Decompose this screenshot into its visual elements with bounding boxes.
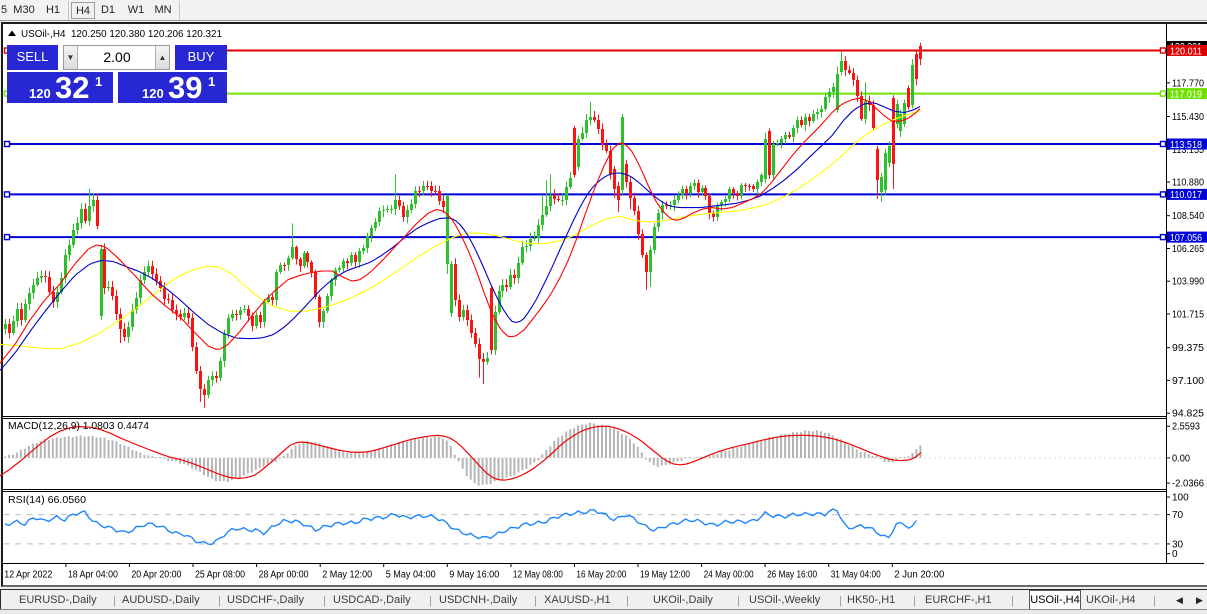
svg-text:110.880: 110.880 (1172, 178, 1204, 189)
svg-text:101.715: 101.715 (1172, 310, 1204, 321)
svg-text:117.770: 117.770 (1172, 78, 1204, 89)
svg-text:113.155: 113.155 (1172, 145, 1204, 156)
svg-text:26 May 16:00: 26 May 16:00 (767, 570, 817, 581)
svg-text:115.430: 115.430 (1172, 112, 1204, 123)
svg-text:103.990: 103.990 (1172, 277, 1204, 288)
svg-text:20 Apr 20:00: 20 Apr 20:00 (131, 570, 181, 581)
svg-text:100: 100 (1172, 493, 1189, 504)
svg-text:USOil-,H4 120.250 120.380 120: USOil-,H4 120.250 120.380 120.206 120.32… (21, 28, 222, 40)
svg-text:5 May 04:00: 5 May 04:00 (386, 570, 436, 581)
svg-text:MACD(12,26,9) 1.0803 0.4474: MACD(12,26,9) 1.0803 0.4474 (8, 420, 149, 432)
svg-text:2 May 12:00: 2 May 12:00 (322, 570, 372, 581)
svg-text:31 May 04:00: 31 May 04:00 (831, 570, 881, 581)
svg-text:18 Apr 04:00: 18 Apr 04:00 (68, 570, 118, 581)
svg-text:110.017: 110.017 (1170, 190, 1202, 201)
svg-text:108.540: 108.540 (1172, 211, 1204, 222)
svg-text:120.011: 120.011 (1170, 46, 1202, 57)
svg-text:30: 30 (1172, 539, 1184, 550)
svg-text:0: 0 (1172, 549, 1178, 560)
svg-text:99.375: 99.375 (1172, 343, 1204, 354)
svg-text:16 May 20:00: 16 May 20:00 (576, 570, 626, 581)
svg-text:113.518: 113.518 (1170, 140, 1202, 151)
svg-text:12 Apr 2022: 12 Apr 2022 (4, 570, 52, 581)
svg-text:9 May 16:00: 9 May 16:00 (449, 570, 499, 581)
svg-text:2 Jun 20:00: 2 Jun 20:00 (894, 570, 944, 581)
svg-text:-2.0366: -2.0366 (1172, 479, 1204, 490)
svg-text:RSI(14) 66.0560: RSI(14) 66.0560 (8, 494, 86, 506)
svg-text:0.00: 0.00 (1172, 453, 1190, 464)
svg-text:19 May 12:00: 19 May 12:00 (640, 570, 690, 581)
svg-text:106.265: 106.265 (1172, 244, 1204, 255)
svg-text:28 Apr 00:00: 28 Apr 00:00 (259, 570, 309, 581)
svg-text:117.019: 117.019 (1170, 89, 1202, 100)
svg-text:12 May 08:00: 12 May 08:00 (513, 570, 563, 581)
svg-text:97.100: 97.100 (1172, 376, 1204, 387)
svg-text:70: 70 (1172, 510, 1184, 521)
svg-text:94.825: 94.825 (1172, 409, 1204, 420)
svg-text:2.5593: 2.5593 (1172, 422, 1200, 433)
svg-text:107.056: 107.056 (1170, 233, 1202, 244)
svg-text:25 Apr 08:00: 25 Apr 08:00 (195, 570, 245, 581)
svg-text:24 May 00:00: 24 May 00:00 (704, 570, 754, 581)
